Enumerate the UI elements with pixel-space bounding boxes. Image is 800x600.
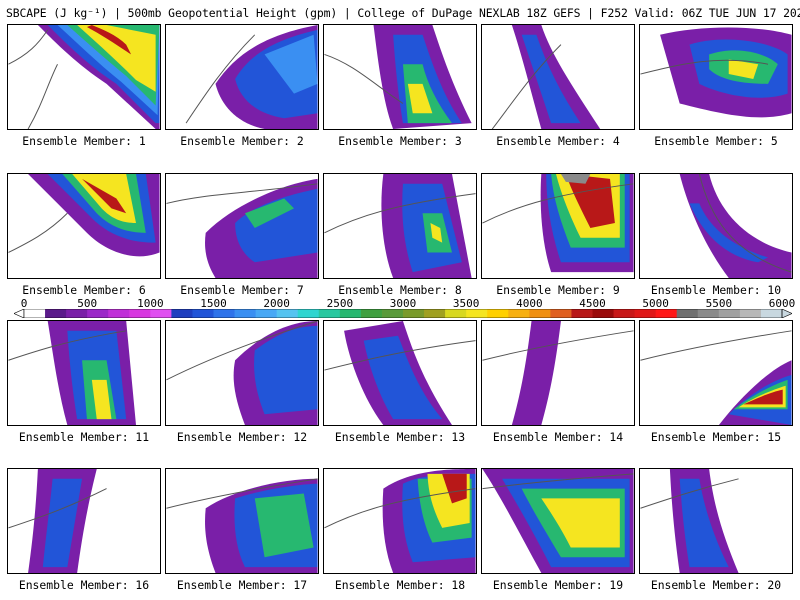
member-map-5 [639,24,793,130]
member-label: Ensemble Member: 14 [492,430,624,444]
member-map-8 [323,173,477,279]
colorbar-segment [381,309,404,318]
member-map-19 [481,468,635,574]
member-map-6 [7,173,161,279]
colorbar-tick-label: 1000 [137,297,164,310]
member-label: Ensemble Member: 4 [496,134,620,148]
colorbar-segment [424,309,446,318]
member-label: Ensemble Member: 17 [176,578,308,592]
member-label: Ensemble Member: 20 [650,578,782,592]
colorbar-segment [171,309,193,318]
colorbar-segment [87,309,109,318]
member-label: Ensemble Member: 10 [650,283,782,297]
colorbar-segment [403,309,425,318]
colorbar-segment [718,309,741,318]
member-label: Ensemble Member: 19 [492,578,624,592]
colorbar-frame [23,309,783,318]
member-map-1 [7,24,161,130]
member-map-10 [639,173,793,279]
member-label: Ensemble Member: 2 [180,134,304,148]
member-map-2 [165,24,319,130]
colorbar-segment [634,309,657,318]
member-map-11 [7,320,161,426]
colorbar-tick-label: 2500 [326,297,354,310]
colorbar-tick-label: 4000 [516,297,543,310]
colorbar-segment [24,309,46,318]
colorbar-segment [234,309,257,318]
member-map-7 [165,173,319,279]
member-map-14 [481,320,635,426]
member-map-12 [165,320,319,426]
colorbar-segment [466,309,488,318]
colorbar-segment [276,309,299,318]
colorbar-segment [318,309,341,318]
colorbar-segment [550,309,572,318]
member-map-17 [165,468,319,574]
colorbar-segment [760,309,783,318]
member-label: Ensemble Member: 12 [176,430,308,444]
member-map-15 [639,320,793,426]
colorbar-segment [213,309,236,318]
colorbar-tick-label: 5500 [705,297,733,310]
colorbar-segment [571,309,593,318]
member-label: Ensemble Member: 9 [496,283,620,297]
colorbar-segment [676,309,699,318]
colorbar-segment [66,309,88,318]
colorbar-segment [129,309,151,318]
member-label: Ensemble Member: 1 [22,134,146,148]
member-label: Ensemble Member: 6 [22,283,146,297]
member-label: Ensemble Member: 11 [18,430,150,444]
chart-title: SBCAPE (J kg⁻¹) | 500mb Geopotential Hei… [6,6,800,20]
member-label: Ensemble Member: 3 [338,134,462,148]
colorbar-segment [508,309,530,318]
member-map-9 [481,173,635,279]
member-map-20 [639,468,793,574]
colorbar-arrow-left [14,309,25,318]
colorbar-segment [592,309,615,318]
colorbar-segment [529,309,551,318]
colorbar-tick-label: 5000 [642,297,669,310]
colorbar-tick-label: 3000 [389,297,417,310]
colorbar-tick-label: 0 [20,297,28,310]
colorbar-tick-label: 1500 [200,297,227,310]
member-map-13 [323,320,477,426]
member-map-3 [323,24,477,130]
member-map-16 [7,468,161,574]
member-label: Ensemble Member: 18 [334,578,466,592]
colorbar-tick-label: 2000 [263,297,290,310]
member-label: Ensemble Member: 8 [338,283,462,297]
colorbar-tick-label: 6000 [768,297,796,310]
member-label: Ensemble Member: 15 [650,430,782,444]
colorbar-segment [445,309,467,318]
colorbar-segment [360,309,383,318]
colorbar-segment [45,309,67,318]
colorbar-segment [613,309,636,318]
cape-colorbar [14,309,792,318]
member-label: Ensemble Member: 16 [18,578,150,592]
colorbar-segment [150,309,172,318]
colorbar-tick-label: 4500 [579,297,606,310]
colorbar-tick-label: 500 [77,297,98,310]
colorbar-segment [297,309,320,318]
member-label: Ensemble Member: 13 [334,430,466,444]
member-map-4 [481,24,635,130]
colorbar-tick-label: 3500 [452,297,480,310]
colorbar-segment [192,309,214,318]
colorbar-segment [655,309,678,318]
colorbar-segment [739,309,762,318]
colorbar-segment [108,309,130,318]
member-map-18 [323,468,477,574]
colorbar-segment [487,309,509,318]
colorbar-segment [255,309,278,318]
member-label: Ensemble Member: 7 [180,283,304,297]
colorbar-arrow-right [781,309,792,318]
colorbar-segment [339,309,362,318]
colorbar-segment [697,309,720,318]
member-label: Ensemble Member: 5 [654,134,778,148]
